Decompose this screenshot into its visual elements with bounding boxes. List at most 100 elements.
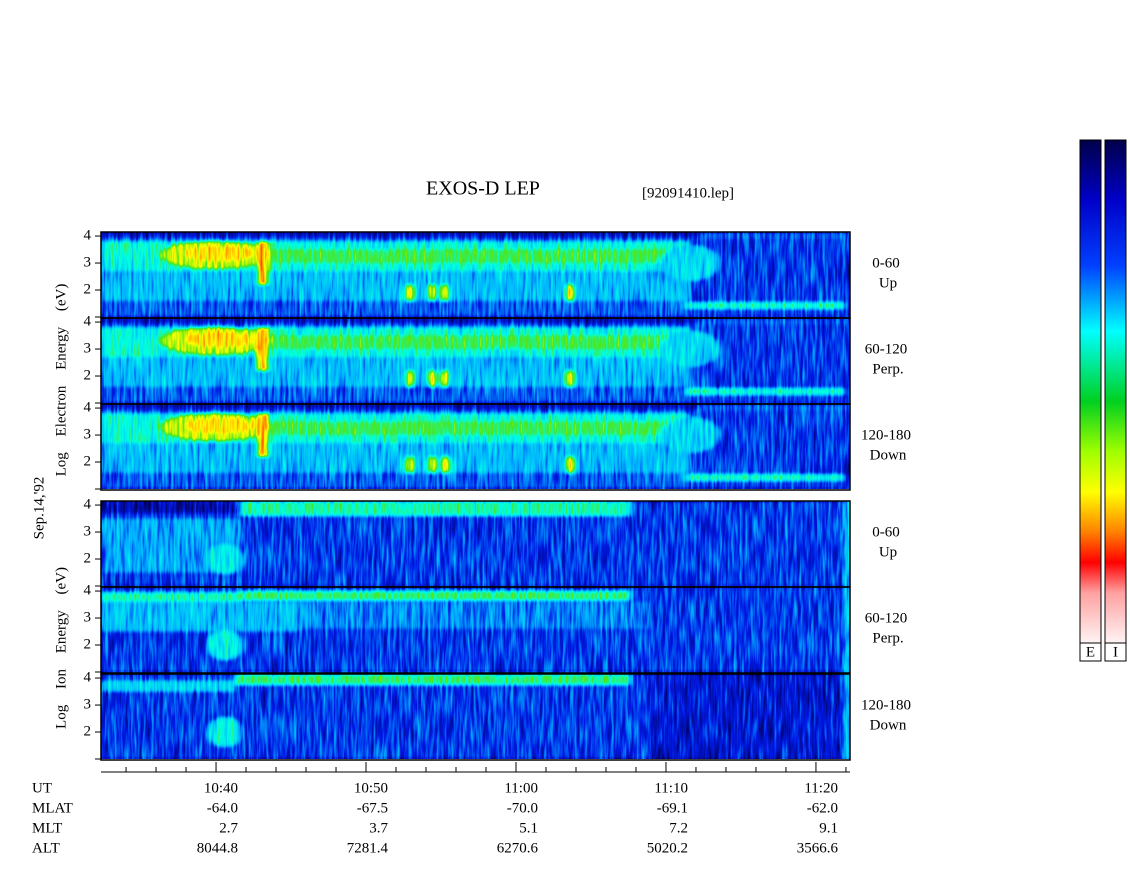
- colorbar-label: E: [1086, 644, 1095, 660]
- spectrogram-texture: [660, 331, 720, 368]
- spectrogram-texture: [685, 474, 845, 481]
- ephemeris-value: 9.1: [819, 820, 838, 836]
- spectrogram-texture: [270, 421, 690, 436]
- ephemeris-value: -69.1: [657, 800, 688, 816]
- y-tick-label: 4: [84, 227, 92, 243]
- spectrogram-texture: [845, 501, 850, 586]
- y-tick-label: 2: [84, 636, 92, 652]
- spectrogram-texture: [207, 717, 243, 748]
- group-axis-label: Log Ion Energy (eV): [53, 567, 69, 729]
- y-tick-label: 4: [84, 496, 92, 512]
- spectrogram: [101, 501, 850, 759]
- panel-frame: [100, 403, 851, 491]
- ephemeris-value: 8044.8: [197, 840, 238, 856]
- colorbar: [1104, 139, 1127, 644]
- spectrogram-texture: [258, 327, 268, 371]
- ephemeris-value: 7281.4: [347, 840, 389, 856]
- y-tick-label: 4: [84, 313, 92, 329]
- colorbar-label-box: [1079, 642, 1102, 662]
- y-tick-label: 2: [84, 281, 92, 297]
- direction-label: Perp.: [872, 630, 903, 646]
- row-label: MLAT: [32, 800, 73, 816]
- x-tick-label: 11:00: [504, 780, 538, 796]
- spectrogram-texture: [101, 232, 700, 238]
- spectrogram-texture: [240, 501, 630, 516]
- row-label: ALT: [32, 840, 60, 856]
- direction-label: Down: [870, 447, 907, 463]
- spectrogram-texture: [185, 417, 255, 434]
- y-tick-label: 3: [84, 426, 92, 442]
- spectrogram-texture: [650, 674, 850, 759]
- y-tick-label: 3: [84, 609, 92, 625]
- direction-label: Up: [879, 275, 897, 291]
- spectrogram-texture: [441, 455, 449, 474]
- ephemeris-value: -67.5: [357, 800, 388, 816]
- colorbar-label: I: [1113, 644, 1118, 660]
- spectrogram-texture: [240, 591, 630, 601]
- spectrogram-texture: [566, 455, 574, 474]
- ephemeris-value: 3.7: [369, 820, 388, 836]
- ephemeris-value: 5020.2: [647, 840, 688, 856]
- spectrogram-texture: [101, 592, 240, 602]
- y-tick-label: 3: [84, 523, 92, 539]
- direction-label: Down: [870, 717, 907, 733]
- spectrogram-texture: [207, 544, 243, 575]
- panel-frame: [100, 673, 851, 761]
- panel-frame: [100, 586, 851, 674]
- spectrogram-texture: [101, 404, 700, 410]
- spectrogram-texture: [185, 245, 255, 262]
- y-tick-label: 4: [84, 399, 92, 415]
- pitch-angle-label: 120-180: [861, 427, 911, 443]
- row-label: UT: [32, 780, 52, 796]
- ephemeris-value: -64.0: [207, 800, 238, 816]
- spectrogram-texture: [566, 369, 574, 388]
- y-tick-label: 2: [84, 367, 92, 383]
- y-tick-label: 4: [84, 582, 92, 598]
- x-tick-label: 11:20: [804, 780, 838, 796]
- pitch-angle-label: 120-180: [861, 697, 911, 713]
- spectrogram-texture: [300, 601, 650, 629]
- spectrogram-texture: [101, 318, 700, 324]
- y-tick-label: 3: [84, 340, 92, 356]
- spectrogram-texture: [101, 443, 690, 473]
- y-tick-label: 2: [84, 453, 92, 469]
- colorbar-label-box: [1104, 642, 1127, 662]
- y-tick-label: 4: [84, 669, 92, 685]
- group-axis-label: Log Electron Energy (eV): [53, 284, 69, 477]
- spectrogram-texture: [406, 369, 414, 388]
- y-tick-label: 2: [84, 550, 92, 566]
- spectrogram-texture: [441, 283, 449, 302]
- pitch-angle-label: 60-120: [865, 610, 908, 626]
- spectrogram-texture: [207, 630, 243, 661]
- spectrogram-texture: [428, 455, 436, 474]
- spectrogram-texture: [660, 417, 720, 454]
- pitch-angle-label: 60-120: [865, 341, 908, 357]
- x-tick-label: 11:10: [654, 780, 688, 796]
- ephemeris-value: 3566.6: [797, 840, 839, 856]
- date-label: Sep.14,'92: [31, 477, 47, 540]
- spectrogram-texture: [185, 331, 255, 348]
- spectrogram-texture: [101, 502, 240, 514]
- spectrogram-texture: [845, 587, 850, 672]
- spectrogram-texture: [101, 357, 690, 387]
- ephemeris-value: -62.0: [807, 800, 838, 816]
- spectrogram-texture: [406, 455, 414, 474]
- spectrogram-texture: [270, 335, 690, 350]
- spectrogram-texture: [685, 388, 845, 395]
- spectrogram: [101, 232, 850, 489]
- y-tick-label: 2: [84, 723, 92, 739]
- direction-label: Up: [879, 544, 897, 560]
- spectrogram-texture: [428, 369, 436, 388]
- spectrogram-texture: [428, 283, 436, 302]
- spectrogram-texture: [566, 283, 574, 302]
- ephemeris-value: -70.0: [507, 800, 538, 816]
- spectrogram-texture: [101, 680, 235, 692]
- spectrogram-texture: [258, 413, 268, 457]
- spectrogram-texture: [685, 302, 845, 309]
- spectrogram-texture: [406, 283, 414, 302]
- x-tick-label: 10:50: [354, 780, 388, 796]
- pitch-angle-label: 0-60: [872, 255, 900, 271]
- spectrogram-texture: [101, 601, 300, 632]
- plots: 2 3 4 0-60 Up 2 3 4 60-120 Perp. 2 3 4 120-180 Down Log…: [32, 227, 911, 856]
